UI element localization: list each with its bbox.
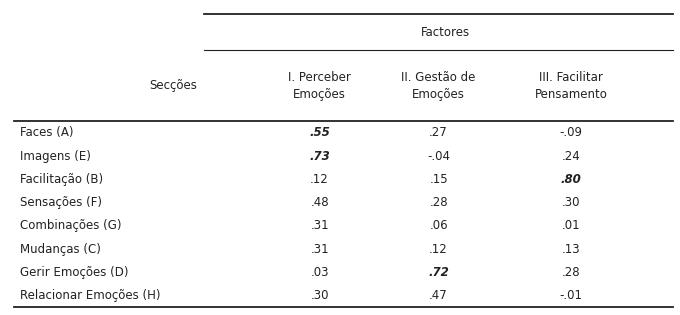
Text: .27: .27: [429, 126, 448, 140]
Text: -.04: -.04: [427, 150, 450, 163]
Text: Relacionar Emoções (H): Relacionar Emoções (H): [20, 289, 161, 302]
Text: .73: .73: [309, 150, 330, 163]
Text: Gerir Emoções (D): Gerir Emoções (D): [20, 266, 129, 279]
Text: .55: .55: [309, 126, 330, 140]
Text: .80: .80: [561, 173, 581, 186]
Text: Imagens (E): Imagens (E): [20, 150, 91, 163]
Text: .13: .13: [562, 243, 581, 255]
Text: -.01: -.01: [560, 289, 583, 302]
Text: Combinações (G): Combinações (G): [20, 219, 122, 232]
Text: .24: .24: [562, 150, 581, 163]
Text: .28: .28: [429, 196, 448, 209]
Text: .15: .15: [429, 173, 448, 186]
Text: Mudanças (C): Mudanças (C): [20, 243, 101, 255]
Text: .48: .48: [310, 196, 329, 209]
Text: -.09: -.09: [560, 126, 583, 140]
Text: II. Gestão de
Emoções: II. Gestão de Emoções: [401, 71, 476, 101]
Text: .06: .06: [429, 219, 448, 232]
Text: .47: .47: [429, 289, 448, 302]
Text: Faces (A): Faces (A): [20, 126, 74, 140]
Text: .03: .03: [310, 266, 329, 279]
Text: .01: .01: [562, 219, 581, 232]
Text: .12: .12: [310, 173, 329, 186]
Text: Sensações (F): Sensações (F): [20, 196, 103, 209]
Text: .12: .12: [429, 243, 448, 255]
Text: III. Facilitar
Pensamento: III. Facilitar Pensamento: [534, 71, 608, 101]
Text: .31: .31: [310, 219, 329, 232]
Text: .28: .28: [562, 266, 581, 279]
Text: .31: .31: [310, 243, 329, 255]
Text: .30: .30: [310, 289, 329, 302]
Text: Secções: Secções: [150, 79, 197, 92]
Text: .30: .30: [562, 196, 581, 209]
Text: Facilitação (B): Facilitação (B): [20, 173, 103, 186]
Text: I. Perceber
Emoções: I. Perceber Emoções: [288, 71, 351, 101]
Text: Factores: Factores: [421, 26, 470, 39]
Text: .72: .72: [428, 266, 449, 279]
